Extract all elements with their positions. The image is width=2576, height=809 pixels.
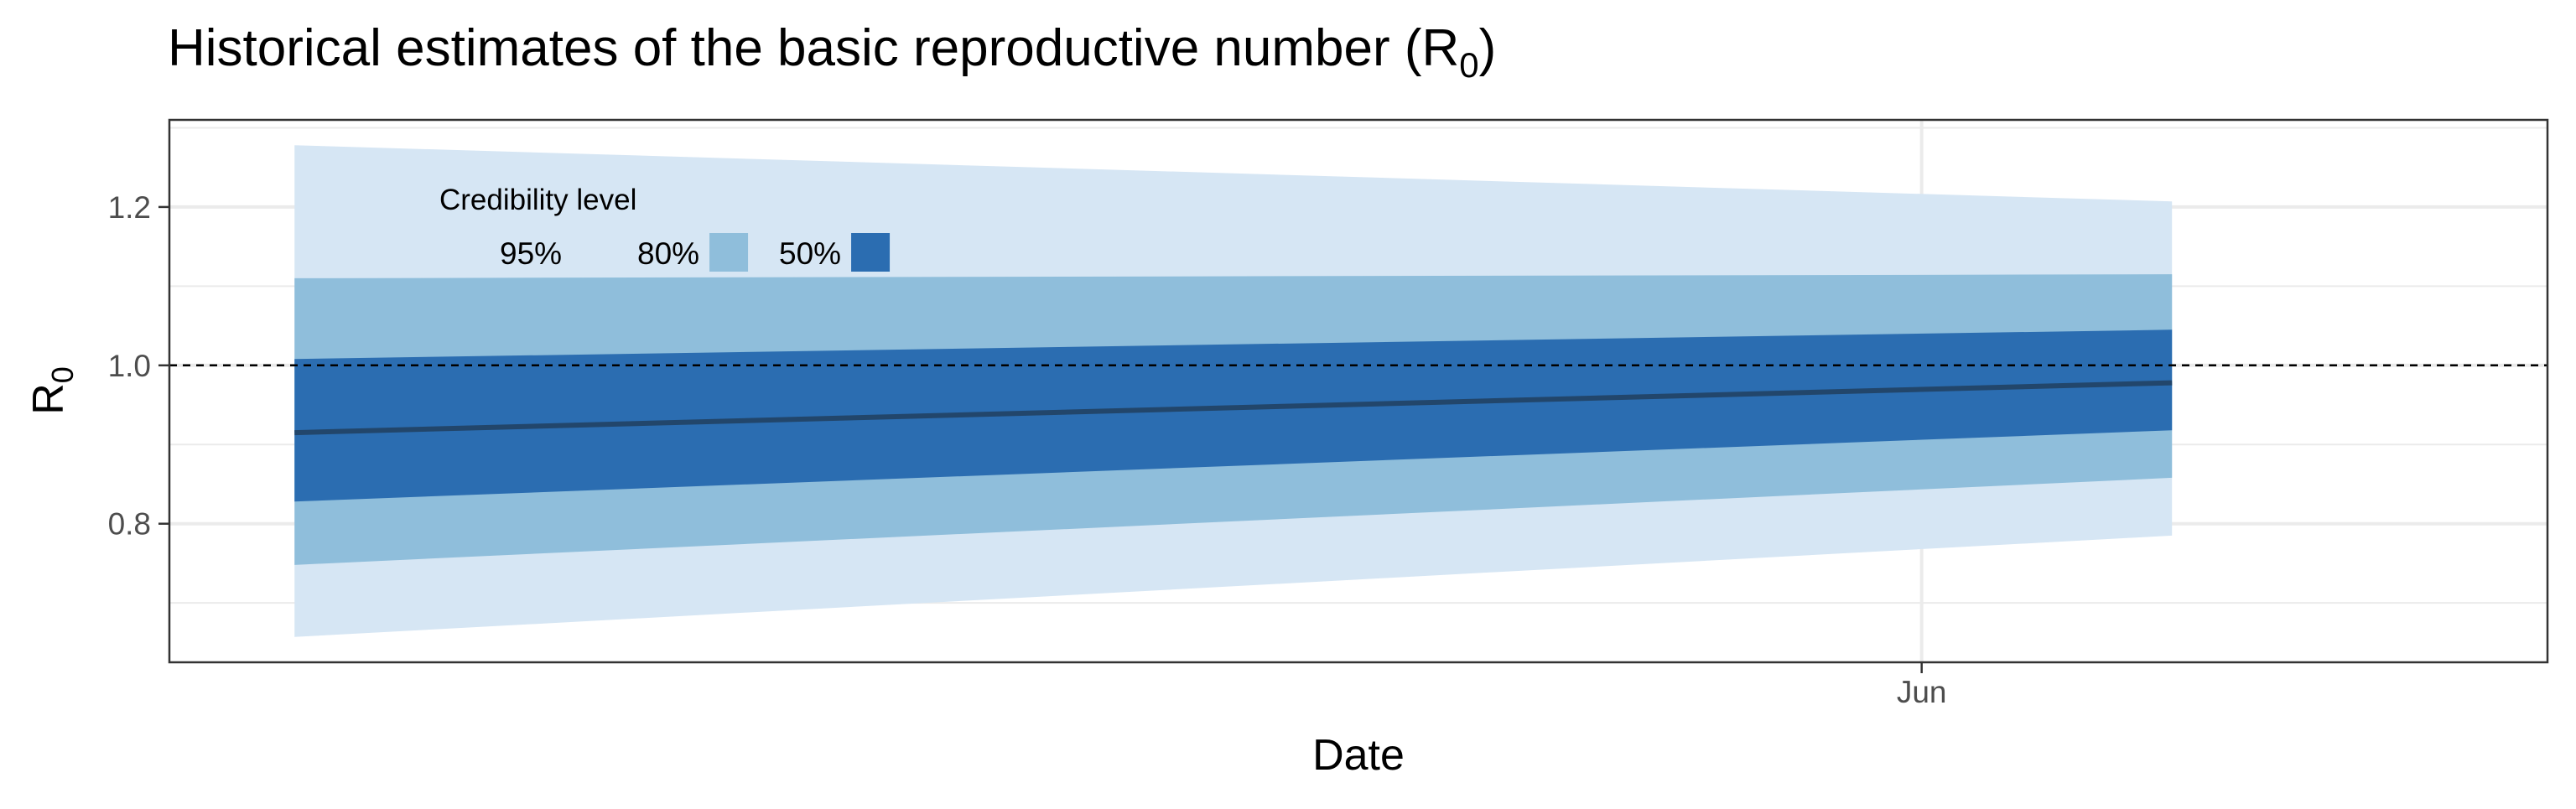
median-line-layer [294,380,2173,436]
legend-key-50 [851,233,891,272]
legend: Credibility level 95% 80% 50% [439,184,891,272]
legend-key-95 [572,233,611,272]
legend-key-80 [709,233,749,272]
chart-title: Historical estimates of the basic reprod… [168,19,1496,85]
y-tick-label: 1.2 [108,190,151,225]
legend-label: 50% [779,236,841,271]
credibility-band-50 [294,329,2173,502]
y-tick-label: 1.0 [108,349,151,383]
legend-title: Credibility level [439,184,636,216]
chart-title-main: Historical estimates of the basic reprod… [168,19,1459,77]
axes: 0.8 1.0 1.2 Jun [108,190,1947,709]
median-line [294,380,2173,436]
legend-label: 95% [500,236,562,271]
x-tick-label: Jun [1897,675,1947,709]
legend-label: 80% [637,236,699,271]
y-tick-label: 0.8 [108,507,151,542]
chart-title-end: ) [1479,19,1497,77]
plot-panel-border [168,118,2549,664]
x-axis-label: Date [1312,731,1405,780]
y-axis-label-subscript: 0 [45,366,80,383]
credibility-bands [294,145,2173,637]
y-axis-label-group: R0 [24,366,80,415]
y-axis-label: R0 [24,366,80,415]
y-axis-label-main: R [24,383,73,415]
chart-title-subscript: 0 [1459,45,1478,85]
